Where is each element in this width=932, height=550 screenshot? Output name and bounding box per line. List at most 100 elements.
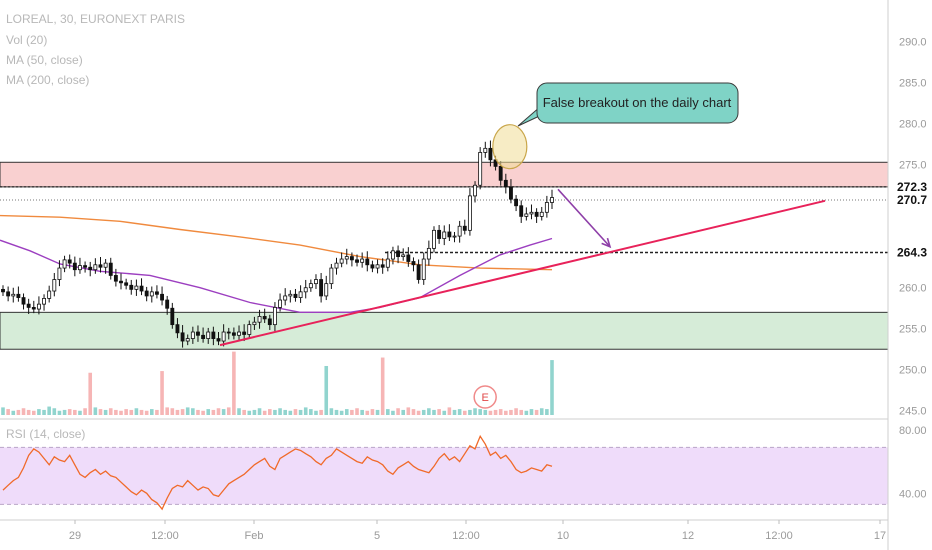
price-label: 272.3	[897, 180, 927, 194]
candle-body	[6, 291, 11, 297]
volume-bar	[103, 409, 108, 415]
volume-bar	[26, 409, 31, 415]
volume-bar	[365, 410, 370, 415]
volume-bar	[468, 409, 472, 415]
candle-body	[324, 283, 329, 297]
resistance-zone	[0, 161, 889, 188]
candle-body	[416, 264, 421, 280]
volume-bar	[380, 357, 385, 415]
candle-body	[201, 334, 206, 339]
rsi-tick-label: 40.00	[899, 488, 927, 500]
volume-bar	[370, 409, 375, 415]
volume-bar	[519, 409, 524, 415]
candle-body	[62, 259, 67, 269]
volume-bar	[396, 408, 400, 415]
time-tick-label: 29	[69, 530, 81, 542]
volume-bar	[237, 408, 241, 415]
volume-bar	[11, 410, 16, 415]
price-label: 264.3	[897, 245, 927, 259]
candle-body	[83, 265, 88, 268]
volume-bar	[473, 408, 477, 415]
candle-body	[437, 229, 442, 239]
volume-bar	[160, 371, 164, 415]
legend-ma50[interactable]: MA (50, close)	[6, 53, 83, 67]
volume-bar	[42, 409, 46, 415]
volume-bar	[149, 409, 154, 415]
volume-bar	[457, 409, 462, 415]
volume-bar	[78, 410, 82, 415]
candle-body	[113, 275, 118, 282]
candle-body	[344, 256, 349, 260]
volume-bar	[114, 409, 118, 415]
time-tick-label: 5	[374, 530, 380, 542]
candle-body	[391, 250, 395, 260]
earnings-marker[interactable]	[473, 385, 497, 409]
candle-body	[36, 303, 41, 310]
candle-body	[385, 258, 390, 268]
rsi-tick-label: 80.00	[899, 425, 927, 437]
volume-bar	[478, 409, 482, 415]
volume-bar	[273, 409, 277, 415]
trendline[interactable]	[219, 199, 826, 347]
candle-body	[154, 291, 159, 295]
candle-body	[421, 258, 426, 280]
volume-bar	[462, 410, 467, 415]
volume-bar	[257, 408, 262, 415]
false-breakout-circle	[492, 124, 528, 170]
volume-bar	[88, 372, 93, 415]
candle-body	[411, 261, 416, 266]
volume-bar	[206, 409, 211, 415]
volume-bar	[550, 360, 554, 415]
price-tick-label: 250.0	[899, 365, 927, 377]
time-tick-label: Feb	[245, 530, 264, 542]
candle-body	[349, 256, 354, 261]
time-tick-label: 12:00	[151, 530, 179, 542]
volume-bar	[165, 407, 169, 415]
volume-bar	[483, 409, 488, 415]
volume-bar	[319, 409, 323, 415]
candle-body	[539, 211, 544, 217]
price-tick-label: 245.0	[899, 406, 927, 418]
candle-body	[165, 299, 170, 309]
volume-bar	[83, 408, 87, 415]
volume-bar	[37, 409, 41, 415]
candle-body	[462, 225, 467, 231]
candle-body	[206, 331, 211, 339]
ma50-line	[0, 237, 553, 313]
time-tick-label: 12:00	[452, 530, 480, 542]
callout-text: False breakout on the daily chart	[543, 95, 732, 110]
symbol-title[interactable]: LOREAL, 30, EURONEXT PARIS	[6, 12, 185, 26]
candle-body	[216, 338, 221, 342]
volume-bar	[504, 410, 508, 415]
volume-bar	[221, 409, 226, 415]
volume-bar	[334, 409, 339, 415]
volume-bar	[1, 407, 5, 415]
ma200-line	[0, 214, 553, 271]
legend-volume[interactable]: Vol (20)	[6, 33, 48, 47]
candle-body	[380, 264, 385, 268]
volume-bar	[242, 409, 246, 415]
candle-body	[257, 316, 262, 323]
candle-body	[180, 332, 185, 342]
volume-bar	[539, 408, 544, 415]
candle-body	[57, 267, 62, 280]
projection-arrow[interactable]	[557, 188, 611, 248]
volume-bar	[416, 410, 421, 415]
candle-body	[31, 307, 36, 310]
volume-bar	[427, 408, 431, 415]
volume-bar	[432, 409, 436, 415]
legend-rsi[interactable]: RSI (14, close)	[6, 427, 86, 441]
volume-bar	[339, 410, 344, 415]
candle-body	[483, 147, 488, 153]
candle-body	[175, 324, 180, 334]
candle-body	[452, 235, 457, 238]
legend-ma200[interactable]: MA (200, close)	[6, 73, 90, 87]
candle-body	[21, 297, 26, 305]
volume-bar	[191, 408, 195, 415]
candle-body	[370, 264, 375, 269]
volume-bar	[144, 410, 149, 415]
candle-body	[221, 331, 226, 342]
volume-bar	[252, 409, 257, 415]
volume-bar	[534, 409, 539, 415]
